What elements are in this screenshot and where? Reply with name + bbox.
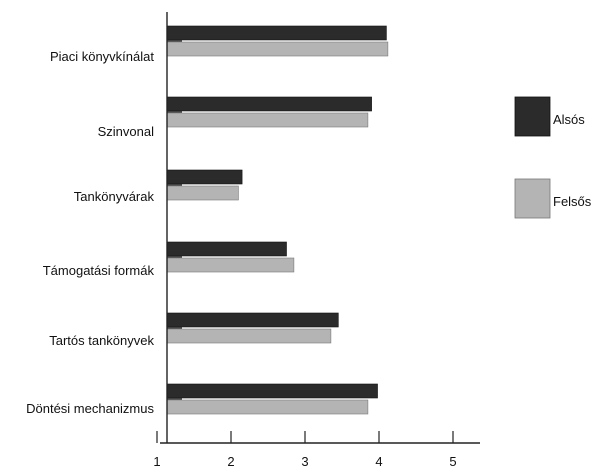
- legend: Alsós Felsős: [514, 96, 592, 219]
- category-label-tamogatasi-formak: Támogatási formák: [43, 263, 155, 278]
- category-label-piaci-konyvkinalat: Piaci könyvkínálat: [50, 49, 154, 64]
- bar-felsos-tamogatasi-formak: [166, 257, 295, 273]
- bar-alsos-szinvonal: [166, 96, 372, 112]
- bar-felsos-tartos-tankonyvek: [166, 328, 332, 344]
- x-tick-label-3: 3: [301, 454, 308, 469]
- legend-swatch-felsos: [514, 178, 551, 219]
- bars-layer: [166, 25, 389, 415]
- category-label-tartos-tankonyvek: Tartós tankönyvek: [49, 333, 154, 348]
- x-tick-label-5: 5: [449, 454, 456, 469]
- bar-felsos-dontesi-mechanizmus: [166, 399, 369, 415]
- bar-alsos-tamogatasi-formak: [166, 241, 287, 257]
- bar-alsos-tartos-tankonyvek: [166, 312, 339, 328]
- x-tick-label-4: 4: [375, 454, 382, 469]
- bar-alsos-piaci-konyvkinalat: [166, 25, 387, 41]
- bar-felsos-tankonyvarak: [166, 185, 239, 201]
- legend-label-felsos: Felsős: [553, 194, 592, 209]
- x-ticks: 1 2 3 4 5: [153, 431, 457, 469]
- category-labels: Piaci könyvkínálat Szinvonal Tankönyvárak T…: [26, 49, 154, 416]
- category-label-tankonyvarak: Tankönyvárak: [74, 189, 155, 204]
- bar-alsos-tankonyvarak: [166, 169, 243, 185]
- legend-swatch-alsos: [514, 96, 551, 137]
- category-label-szinvonal: Szinvonal: [98, 124, 154, 139]
- x-tick-label-1: 1: [153, 454, 160, 469]
- bar-felsos-szinvonal: [166, 112, 369, 128]
- category-label-dontesi-mechanizmus: Döntési mechanizmus: [26, 401, 154, 416]
- legend-label-alsos: Alsós: [553, 112, 585, 127]
- bar-felsos-piaci-konyvkinalat: [166, 41, 389, 57]
- x-tick-label-2: 2: [227, 454, 234, 469]
- bar-alsos-dontesi-mechanizmus: [166, 383, 378, 399]
